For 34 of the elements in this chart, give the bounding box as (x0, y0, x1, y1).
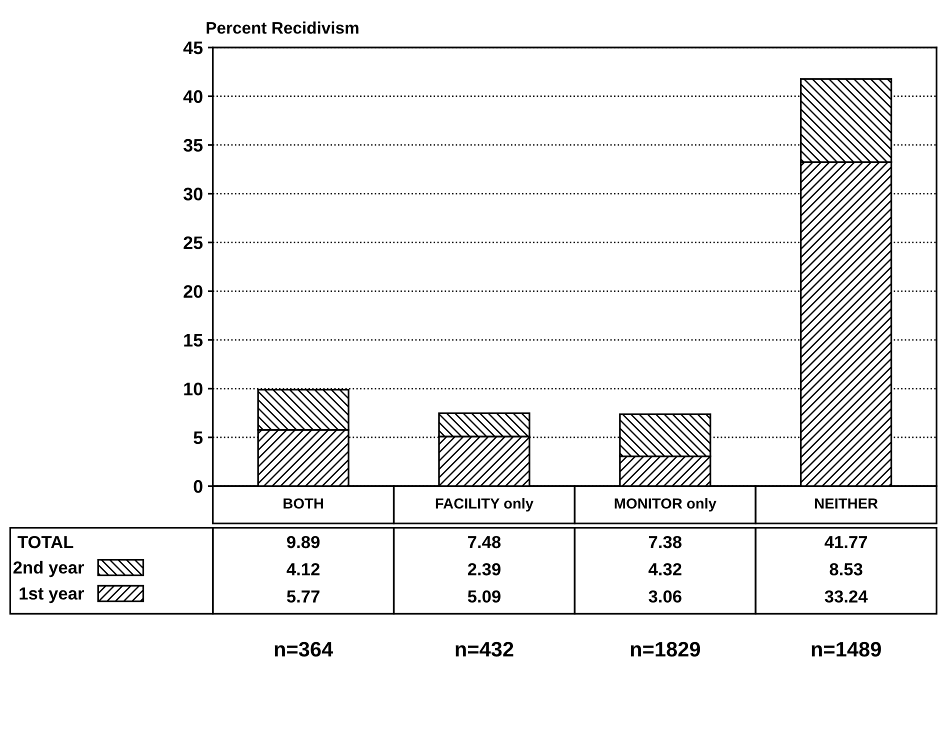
data-label: 33.24 (824, 590, 868, 603)
text: n=1489 (812, 642, 881, 657)
y-tick-label: 25 (184, 236, 203, 250)
y-tick-label: 10 (184, 382, 202, 396)
text: TOTAL (18, 536, 74, 548)
x-tick-label: NEITHER (815, 498, 878, 509)
legend-label: 2nd year (13, 560, 84, 578)
y-tick-label: 5 (194, 432, 203, 444)
x-tick-label: MONITOR only (614, 498, 716, 512)
y-tick-label: 30 (183, 188, 202, 200)
total-label: 9.89 (287, 536, 320, 548)
legend-label: 1st year (20, 588, 84, 604)
y-tick-label: 15 (184, 334, 203, 347)
data-label: 4.12 (286, 563, 320, 576)
y-tick-label: 40 (183, 90, 202, 103)
text: n=432 (456, 642, 514, 657)
y-tick-label: 45 (183, 42, 203, 54)
y-tick-label: 35 (183, 138, 203, 152)
data-label: 4.32 (648, 563, 682, 576)
data-label: 5.09 (468, 590, 500, 603)
data-label: 3.06 (648, 590, 682, 603)
y-tick-label: 20 (184, 285, 202, 298)
text: n=1829 (630, 642, 700, 657)
y-tick-label: 0 (194, 480, 202, 493)
chart-title: Percent Recidivism (206, 22, 358, 34)
total-label: 41.77 (824, 536, 868, 548)
x-tick-label: FACILITY only (436, 498, 534, 512)
data-label: 8.53 (830, 563, 862, 576)
total-label: 7.38 (649, 536, 682, 548)
text: n=364 (274, 642, 334, 657)
x-tick-label: BOTH (284, 498, 323, 509)
total-label: 7.48 (468, 536, 501, 548)
data-label: 5.77 (286, 590, 320, 603)
data-label: 2.39 (468, 563, 500, 576)
